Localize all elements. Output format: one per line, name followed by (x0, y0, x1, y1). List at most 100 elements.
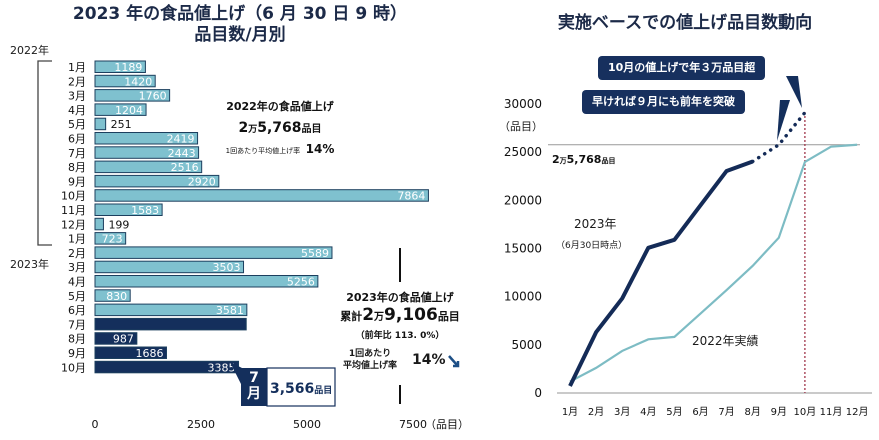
month-label: 4月 (68, 104, 86, 117)
y-tick-label: 5000 (511, 338, 542, 352)
bar-value-label: 1760 (139, 90, 167, 103)
callout-1-pointer (786, 76, 802, 108)
july-callout-count-box (266, 367, 336, 407)
ref-man-digit: 2 (552, 153, 560, 166)
year-2022-bracket (37, 60, 52, 246)
bar-2022年-4月 (94, 103, 147, 116)
callout-2-pointer (777, 100, 790, 141)
bar-value-label: 723 (102, 233, 123, 246)
bar-value-label: 2516 (171, 161, 199, 174)
down-arrow-icon (448, 355, 460, 368)
bar-2023年-7月 (94, 317, 247, 331)
month-label: 7月 (68, 318, 86, 331)
month-label: 5月 (68, 290, 86, 303)
bar-value-label: 1189 (114, 61, 142, 74)
reference-line-label: 2万5,768品目 (552, 148, 615, 167)
month-label: 1月 (68, 61, 86, 74)
month-label: 6月 (68, 133, 86, 146)
ref-man: 万 (559, 157, 567, 165)
callout-september-surpass: 早ければ９月にも前年を突破 (582, 90, 745, 114)
bar-2023年-3月 (94, 260, 245, 274)
bar-value-label: 251 (111, 118, 132, 131)
ref-unit: 品目 (601, 157, 616, 165)
note-2023-rate-label: 1回あたり 平均値上げ率 (343, 348, 397, 372)
note-2022-man: 万 (248, 125, 258, 135)
left-chart-title: 2023 年の食品値上げ（6 月 30 日 9 時） 品目数/月別 (30, 4, 450, 46)
x-axis-unit: （品目） (425, 418, 469, 431)
july-callout-count: 3,566品目 (270, 378, 332, 397)
bar-2022年-9月 (94, 174, 220, 188)
bar-2023年-8月 (94, 332, 138, 345)
bar-2022年-8月 (94, 160, 203, 174)
year-2023-label: 2023年 (10, 258, 49, 271)
month-label: 11月 (61, 204, 86, 217)
month-label: 10月 (61, 361, 86, 374)
series-2023-sublabel: （6月30日時点） (556, 241, 628, 251)
bar-2023年-5月 (94, 289, 131, 302)
y-tick-label: 0 (534, 386, 542, 400)
bar-value-label: 1583 (131, 204, 159, 217)
bar-value-label: 7864 (397, 190, 425, 203)
note-2022-count: 5,768 (257, 120, 302, 136)
bar-value-label: 830 (106, 290, 127, 303)
bar-2023年-4月 (94, 275, 319, 288)
bar-2023年-6月 (94, 303, 248, 317)
note-2023-rate-label1: 1回あたり (348, 349, 392, 359)
left-title-line2: 品目数/月別 (194, 25, 286, 45)
x-tick-label: 12月 (846, 406, 869, 418)
month-label: 8月 (68, 161, 86, 174)
july-callout-month-box (241, 368, 267, 406)
bar-value-label: 1204 (115, 104, 143, 117)
bar-value-label: 199 (108, 218, 129, 231)
note-2023-man: 万 (374, 312, 385, 323)
bar-value-label: 987 (113, 333, 134, 346)
month-label: 3月 (68, 261, 86, 274)
x-tick-label: 11月 (820, 406, 843, 418)
note-2022: 2022年の食品値上げ 2万5,768品目 1回あたり平均値上げ率 14% (215, 98, 345, 157)
note-2023-unit: 品目 (437, 310, 460, 323)
cumulative-line-chart: 0 5000 10000 15000 20000 25000 30000 1月 2月 3月 4月 5… (504, 76, 872, 418)
bar-2022年-6月 (94, 132, 199, 145)
x-tick-label: 3月 (614, 406, 630, 418)
july-count-unit: 品目 (314, 386, 333, 396)
note-2022-unit: 品目 (301, 124, 322, 135)
note-2023: 2023年の食品値上げ 累計2万9,106品目 （前年比 113. 0%） (322, 289, 478, 341)
month-label: 9月 (68, 175, 86, 188)
note-2023-yoy: （前年比 113. 0%） (355, 331, 445, 341)
bar-2022年-5月 (94, 117, 107, 131)
bar-value-label: 3385 (208, 361, 236, 374)
ref-count: 5,768 (566, 153, 602, 166)
july-callout-month: 7 月 (241, 370, 267, 402)
series-2022-label: 2022年実績 (692, 334, 759, 348)
bar-value-label: 2419 (167, 133, 195, 146)
x-tick-label: 5000 (293, 418, 321, 431)
month-label: 12月 (61, 218, 86, 231)
bar-2022年-7月 (94, 146, 200, 159)
right-chart-title: 実施ベースでの値上げ品目数動向 (557, 13, 813, 33)
month-label: 2月 (68, 247, 86, 260)
bar-2022年-12月 (94, 217, 104, 231)
note-2022-man-digit: 2 (238, 120, 249, 136)
note-2023-count: 9,106 (384, 305, 438, 325)
x-tick-label: 10月 (794, 406, 817, 418)
line-2022-actual (569, 143, 858, 383)
month-label: 5月 (68, 118, 86, 131)
x-tick-label: 2500 (187, 418, 215, 431)
callout-october-30000: 10月の値上げで年３万品目超 (598, 56, 766, 80)
note-2023-rate: 14% (412, 352, 446, 368)
july-num: 7 (249, 370, 259, 386)
x-tick-label: 7月 (718, 406, 734, 418)
left-title-line1: 2023 年の食品値上げ（6 月 30 日 9 時） (72, 4, 408, 24)
bar-value-label: 2920 (188, 175, 216, 188)
bar-value-label: 5256 (287, 276, 315, 289)
july-char: 月 (247, 386, 261, 402)
note-2023-prefix: 累計 (340, 310, 363, 323)
y-tick-label: 30000 (504, 97, 542, 111)
note-2023-rate-label2: 平均値上げ率 (343, 361, 398, 371)
note-2022-rate-label: 1回あたり平均値上げ率 (225, 147, 301, 155)
month-label: 3月 (68, 90, 86, 103)
bar-2023年-9月 (94, 346, 167, 359)
bar-value-label: 5589 (301, 247, 329, 260)
x-tick-label: 0 (92, 418, 99, 431)
month-label: 7月 (68, 147, 86, 160)
